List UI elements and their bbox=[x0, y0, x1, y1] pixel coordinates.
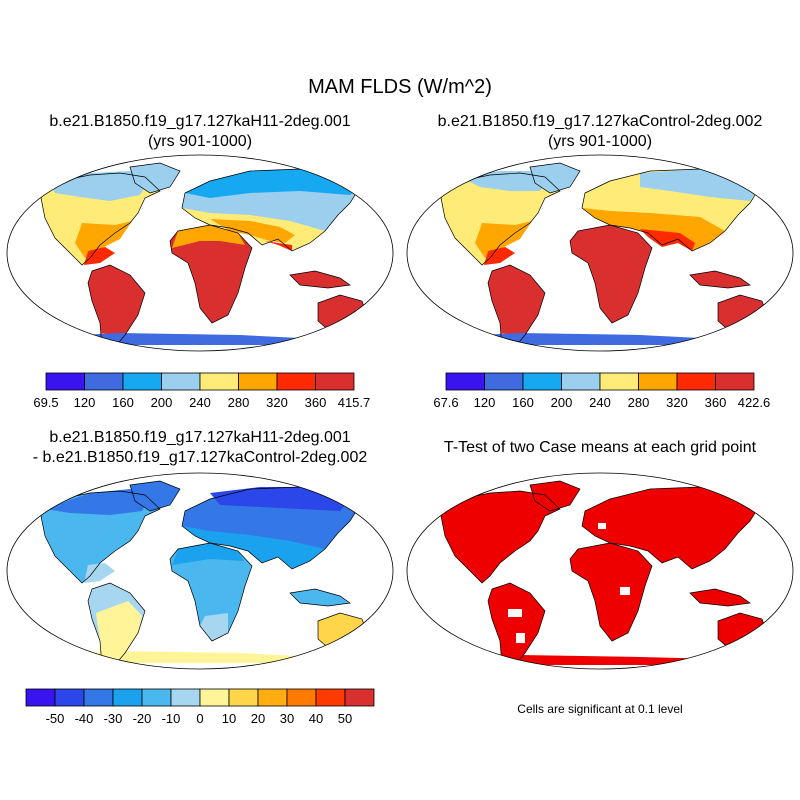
panel3-map bbox=[6, 472, 394, 670]
case1-colorbar-label-8: 415.7 bbox=[338, 395, 371, 410]
case2-colorbar-box-3 bbox=[561, 372, 601, 391]
case1-colorbar-box-5 bbox=[238, 372, 278, 391]
panel2-title: b.e21.B1850.f19_g17.127kaControl-2deg.00… bbox=[400, 112, 800, 152]
case2-colorbar-label-0: 67.6 bbox=[433, 395, 458, 410]
case2-colorbar-box-2 bbox=[522, 372, 562, 391]
panel1-map bbox=[6, 154, 394, 352]
diff-colorbar-box-9 bbox=[286, 688, 317, 707]
panel3-title-line2: - b.e21.B1850.f19_g17.127kaControl-2deg.… bbox=[32, 449, 368, 466]
significance-note: Cells are significant at 0.1 level bbox=[517, 702, 683, 716]
case2-colorbar-label-2: 160 bbox=[512, 395, 534, 410]
case2-colorbar-label-5: 280 bbox=[628, 395, 650, 410]
case2-colorbar-label-4: 240 bbox=[589, 395, 611, 410]
diff-colorbar-box-10 bbox=[315, 688, 346, 707]
panel2-map bbox=[406, 154, 794, 352]
case1-colorbar-label-5: 280 bbox=[228, 395, 250, 410]
diff-colorbar-box-1 bbox=[54, 688, 85, 707]
panel4-title-line1: T-Test of two Case means at each grid po… bbox=[443, 439, 757, 456]
case2-colorbar-box-1 bbox=[484, 372, 524, 391]
case1-colorbar-label-2: 160 bbox=[112, 395, 134, 410]
case2-colorbar-label-6: 320 bbox=[666, 395, 688, 410]
diff-colorbar-label-10: 50 bbox=[338, 711, 352, 726]
diff-colorbar-label-9: 40 bbox=[309, 711, 323, 726]
case1-colorbar-label-4: 240 bbox=[189, 395, 211, 410]
case2-colorbar-box-6 bbox=[676, 372, 716, 391]
case2-colorbar-box-0 bbox=[445, 372, 485, 391]
diff-colorbar-box-8 bbox=[257, 688, 288, 707]
diff-colorbar-box-5 bbox=[170, 688, 201, 707]
case2-colorbar-box-4 bbox=[599, 372, 639, 391]
case1-colorbar-box-4 bbox=[199, 372, 239, 391]
colorbar-case1: 69.5 120 160 200 240 280 320 360 415.7 bbox=[33, 372, 371, 410]
colorbar-diff: -50 -40 -30 -20 -10 0 10 20 30 40 50 bbox=[25, 688, 375, 726]
case1-colorbar-box-6 bbox=[276, 372, 316, 391]
diff-colorbar-label-0: -50 bbox=[46, 711, 65, 726]
diff-colorbar-label-5: 0 bbox=[196, 711, 203, 726]
case1-colorbar-label-0: 69.5 bbox=[33, 395, 58, 410]
case2-colorbar-label-8: 422.6 bbox=[738, 395, 771, 410]
panel4-title: T-Test of two Case means at each grid po… bbox=[400, 438, 800, 458]
case1-colorbar-label-7: 360 bbox=[305, 395, 327, 410]
case2-colorbar-label-7: 360 bbox=[705, 395, 727, 410]
diff-colorbar-label-2: -30 bbox=[104, 711, 123, 726]
case1-colorbar-box-3 bbox=[161, 372, 201, 391]
panel1-title: b.e21.B1850.f19_g17.127kaH11-2deg.001 (y… bbox=[0, 112, 400, 152]
diff-colorbar-box-4 bbox=[141, 688, 172, 707]
case2-colorbar-label-3: 200 bbox=[551, 395, 573, 410]
panel3-title-line1: b.e21.B1850.f19_g17.127kaH11-2deg.001 bbox=[49, 429, 351, 446]
diff-colorbar-box-2 bbox=[83, 688, 114, 707]
diff-colorbar-box-11 bbox=[344, 688, 375, 707]
diff-colorbar-label-3: -20 bbox=[133, 711, 152, 726]
case1-colorbar-box-2 bbox=[122, 372, 162, 391]
diff-colorbar-label-1: -40 bbox=[75, 711, 94, 726]
panel2-title-line2: (yrs 901-1000) bbox=[547, 133, 653, 150]
case1-colorbar-label-6: 320 bbox=[266, 395, 288, 410]
panel3-title: b.e21.B1850.f19_g17.127kaH11-2deg.001 - … bbox=[0, 428, 400, 468]
case1-colorbar-label-1: 120 bbox=[74, 395, 96, 410]
panel1-title-line1: b.e21.B1850.f19_g17.127kaH11-2deg.001 bbox=[49, 113, 351, 130]
case1-colorbar-box-0 bbox=[45, 372, 85, 391]
diff-colorbar-label-6: 10 bbox=[222, 711, 236, 726]
diff-colorbar-box-3 bbox=[112, 688, 143, 707]
case2-colorbar-label-1: 120 bbox=[474, 395, 496, 410]
diff-colorbar-box-7 bbox=[228, 688, 259, 707]
diff-colorbar-box-6 bbox=[199, 688, 230, 707]
panel1-title-line2: (yrs 901-1000) bbox=[147, 133, 253, 150]
case1-colorbar-box-7 bbox=[315, 372, 355, 391]
diff-colorbar-label-8: 30 bbox=[280, 711, 294, 726]
case1-colorbar-label-3: 200 bbox=[151, 395, 173, 410]
panel4-map bbox=[406, 472, 794, 670]
figure-title: MAM FLDS (W/m^2) bbox=[308, 76, 492, 98]
colorbar-case2: 67.6 120 160 200 240 280 320 360 422.6 bbox=[433, 372, 771, 410]
diff-colorbar-label-4: -10 bbox=[162, 711, 181, 726]
diff-colorbar-box-0 bbox=[25, 688, 56, 707]
case1-colorbar-box-1 bbox=[84, 372, 124, 391]
panel2-title-line1: b.e21.B1850.f19_g17.127kaControl-2deg.00… bbox=[437, 113, 763, 130]
case2-colorbar-box-5 bbox=[638, 372, 678, 391]
diff-colorbar-label-7: 20 bbox=[251, 711, 265, 726]
case2-colorbar-box-7 bbox=[715, 372, 755, 391]
